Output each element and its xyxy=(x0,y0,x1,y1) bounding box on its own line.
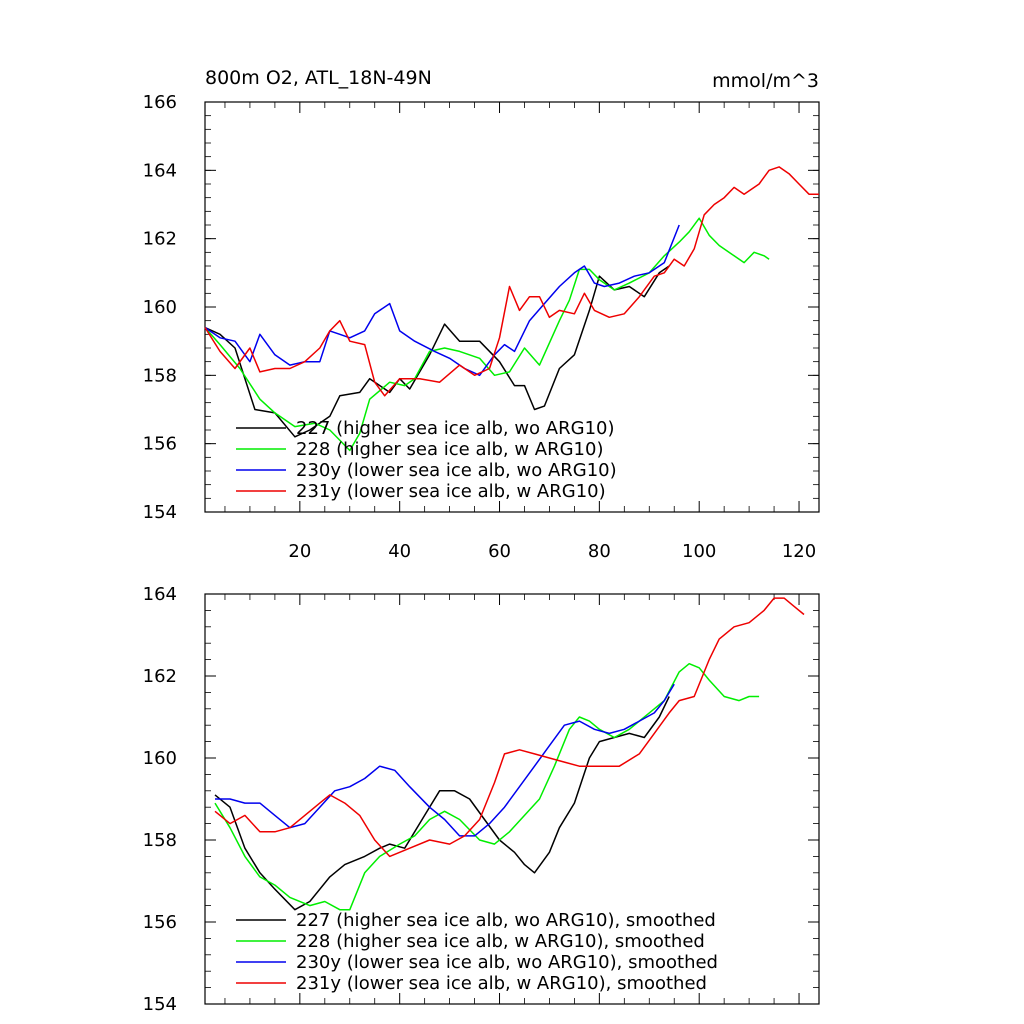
top-axes: 154 156 158 160 162 164 166 20 40 60 80 100 120 xyxy=(143,92,819,562)
bottom-axes: 154 156 158 160 162 164 xyxy=(143,584,819,1015)
series-line-s228 xyxy=(204,217,770,452)
legend-label-s231y: 231y (lower sea ice alb, w ARG10), smoot… xyxy=(296,973,707,994)
y-tick-label: 154 xyxy=(143,994,177,1015)
bottom-plot-frame xyxy=(204,593,820,1005)
y-tick-label: 160 xyxy=(143,748,177,769)
x-tick-label: 100 xyxy=(682,541,716,562)
legend-label-s230y: 230y (lower sea ice alb, wo ARG10), smoo… xyxy=(296,952,718,973)
series-line-s230y xyxy=(215,683,675,837)
top-legend: 227 (higher sea ice alb, wo ARG10)228 (h… xyxy=(236,418,617,502)
bottom-panel: 154 156 158 160 162 164 227 (higher sea ice a… xyxy=(143,584,820,1015)
x-tick-label: 120 xyxy=(782,541,816,562)
series-line-s227 xyxy=(204,265,670,438)
y-tick-label: 158 xyxy=(143,365,177,386)
y-tick-label: 166 xyxy=(143,92,177,113)
y-tick-label: 156 xyxy=(143,912,177,933)
legend-label-s230y: 230y (lower sea ice alb, wo ARG10) xyxy=(296,460,617,481)
x-tick-label: 80 xyxy=(588,541,611,562)
x-tick-label: 20 xyxy=(288,541,311,562)
y-tick-label: 158 xyxy=(143,830,177,851)
bottom-legend: 227 (higher sea ice alb, wo ARG10), smoo… xyxy=(236,910,718,994)
x-tick-label: 60 xyxy=(488,541,511,562)
y-tick-label: 160 xyxy=(143,297,177,318)
legend-label-s227: 227 (higher sea ice alb, wo ARG10), smoo… xyxy=(296,910,716,931)
legend-label-s227: 227 (higher sea ice alb, wo ARG10) xyxy=(296,418,615,439)
series-line-s228 xyxy=(214,662,760,911)
series-line-s230y xyxy=(204,224,680,377)
y-tick-label: 164 xyxy=(143,584,177,605)
y-tick-label: 164 xyxy=(143,160,177,181)
series-line-s231y xyxy=(214,597,805,858)
legend-label-s228: 228 (higher sea ice alb, w ARG10) xyxy=(296,439,603,460)
series-line-s231y xyxy=(204,166,819,397)
bottom-series-lines xyxy=(214,597,805,911)
y-tick-label: 162 xyxy=(143,229,177,250)
y-tick-label: 156 xyxy=(143,434,177,455)
legend-label-s231y: 231y (lower sea ice alb, w ARG10) xyxy=(296,481,606,502)
top-chart-title: 800m O2, ATL_18N-49N xyxy=(205,67,432,89)
y-tick-label: 154 xyxy=(143,502,177,523)
top-series-lines xyxy=(204,166,819,452)
legend-label-s228: 228 (higher sea ice alb, w ARG10), smoot… xyxy=(296,931,705,952)
series-line-s227 xyxy=(214,696,670,911)
x-tick-label: 40 xyxy=(388,541,411,562)
top-panel: 800m O2, ATL_18N-49N mmol/m^3 1541561581… xyxy=(143,67,820,562)
y-tick-label: 162 xyxy=(143,666,177,687)
top-units-label: mmol/m^3 xyxy=(712,70,819,92)
